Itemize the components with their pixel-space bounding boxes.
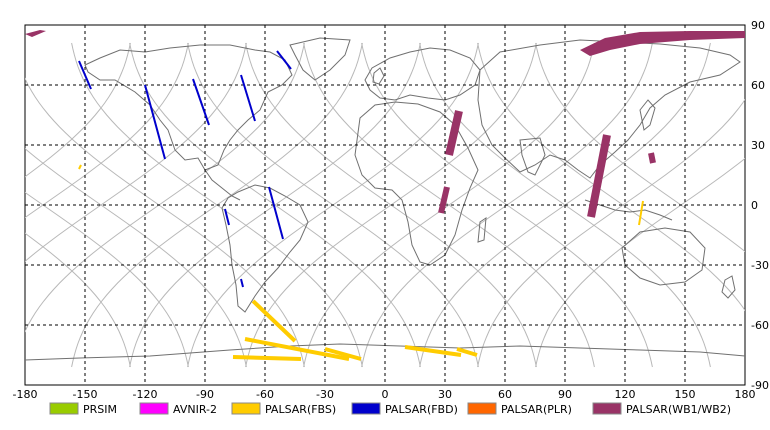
x-tick-label: 120 bbox=[615, 388, 636, 401]
orbit-track bbox=[25, 147, 247, 368]
x-tick-label: -120 bbox=[133, 388, 158, 401]
x-tick-label: -180 bbox=[13, 388, 38, 401]
orbit-track bbox=[25, 42, 131, 178]
coastline-central-america bbox=[204, 169, 241, 201]
y-tick-label: -30 bbox=[751, 259, 769, 272]
legend-label: AVNIR-2 bbox=[173, 403, 217, 416]
swath-palsar-fbs bbox=[324, 347, 362, 361]
y-tick-label: 60 bbox=[751, 79, 765, 92]
coastlines bbox=[24, 37, 746, 361]
legend-swatch bbox=[351, 402, 381, 415]
x-tick-label: 60 bbox=[498, 388, 512, 401]
x-tick-label: 180 bbox=[735, 388, 756, 401]
x-tick-label: 30 bbox=[438, 388, 452, 401]
orbit-track bbox=[25, 232, 131, 368]
legend-swatch bbox=[139, 402, 169, 415]
swath-palsar-wb1-wb2 bbox=[438, 186, 450, 214]
observation-swaths bbox=[25, 30, 745, 361]
legend-swatch bbox=[231, 402, 261, 415]
orbit-track bbox=[129, 42, 421, 368]
legend-label: PRSIM bbox=[83, 403, 117, 416]
swath-palsar-fbd bbox=[192, 78, 210, 126]
legend-label: PALSAR(PLR) bbox=[501, 403, 572, 416]
swath-palsar-wb1-wb2 bbox=[445, 110, 463, 156]
y-tick-label: -90 bbox=[751, 379, 769, 392]
legend: PRSIM AVNIR-2 PALSAR(FBS) PALSAR(FBD) PALSAR… bbox=[49, 402, 731, 416]
swath-palsar-fbd bbox=[240, 278, 244, 288]
swath-palsar-wb1-wb2 bbox=[587, 134, 611, 218]
coastline-greenland bbox=[289, 37, 351, 81]
x-tick-label: 0 bbox=[382, 388, 389, 401]
coastline-india bbox=[519, 137, 546, 176]
coastline-british-isles bbox=[372, 67, 385, 85]
swath-palsar-fbs bbox=[244, 337, 350, 361]
x-tick-label: 150 bbox=[675, 388, 696, 401]
coastline-south-america bbox=[221, 184, 309, 313]
swath-palsar-wb1-wb2-arctic-west bbox=[25, 30, 46, 37]
legend-swatch bbox=[467, 402, 497, 415]
coastline-antarctica bbox=[24, 343, 746, 361]
swath-palsar-fbd bbox=[224, 208, 230, 226]
x-axis-ticks: -180 -150 -120 -90 -60 -30 0 30 60 90 120 150 180 bbox=[13, 388, 756, 401]
coastline-indonesia bbox=[584, 199, 673, 221]
orbit-track bbox=[477, 42, 745, 312]
legend-swatch bbox=[592, 402, 622, 415]
swath-palsar-wb1-wb2-arctic bbox=[580, 31, 745, 56]
swath-palsar-fbd bbox=[240, 74, 256, 122]
swath-palsar-fbd bbox=[268, 186, 284, 240]
x-tick-label: -60 bbox=[256, 388, 274, 401]
swath-palsar-fbd bbox=[144, 84, 166, 160]
y-tick-label: -60 bbox=[751, 319, 769, 332]
y-tick-label: 0 bbox=[751, 199, 758, 212]
legend-label: PALSAR(FBD) bbox=[385, 403, 458, 416]
legend-swatch bbox=[49, 402, 79, 415]
swath-palsar-fbs bbox=[638, 200, 644, 226]
coastline-new-zealand bbox=[721, 275, 736, 299]
legend-label: PALSAR(WB1/WB2) bbox=[626, 403, 731, 416]
swath-palsar-fbs bbox=[232, 355, 302, 361]
swath-palsar-fbd bbox=[276, 50, 292, 70]
coastline-africa bbox=[354, 101, 479, 266]
legend-label: PALSAR(FBS) bbox=[265, 403, 336, 416]
x-tick-label: -30 bbox=[316, 388, 334, 401]
swath-palsar-fbs bbox=[456, 347, 478, 357]
swath-palsar-fbd bbox=[78, 60, 92, 90]
y-axis-ticks: 90 60 30 0 -30 -60 -90 bbox=[751, 19, 769, 392]
swath-palsar-fbs bbox=[404, 345, 462, 357]
y-tick-label: 30 bbox=[751, 139, 765, 152]
coastline-australia bbox=[621, 227, 706, 286]
lat-lon-grid bbox=[25, 25, 745, 385]
x-tick-label: 90 bbox=[558, 388, 572, 401]
swath-palsar-fbs bbox=[78, 164, 82, 170]
y-tick-label: 90 bbox=[751, 19, 765, 32]
swath-palsar-fbs bbox=[251, 299, 297, 343]
x-tick-label: -150 bbox=[73, 388, 98, 401]
swath-palsar-wb1-wb2 bbox=[648, 152, 656, 164]
x-tick-label: -90 bbox=[196, 388, 214, 401]
coastline-japan bbox=[639, 99, 656, 131]
coastline-madagascar bbox=[477, 217, 487, 243]
plot-area bbox=[24, 24, 746, 386]
